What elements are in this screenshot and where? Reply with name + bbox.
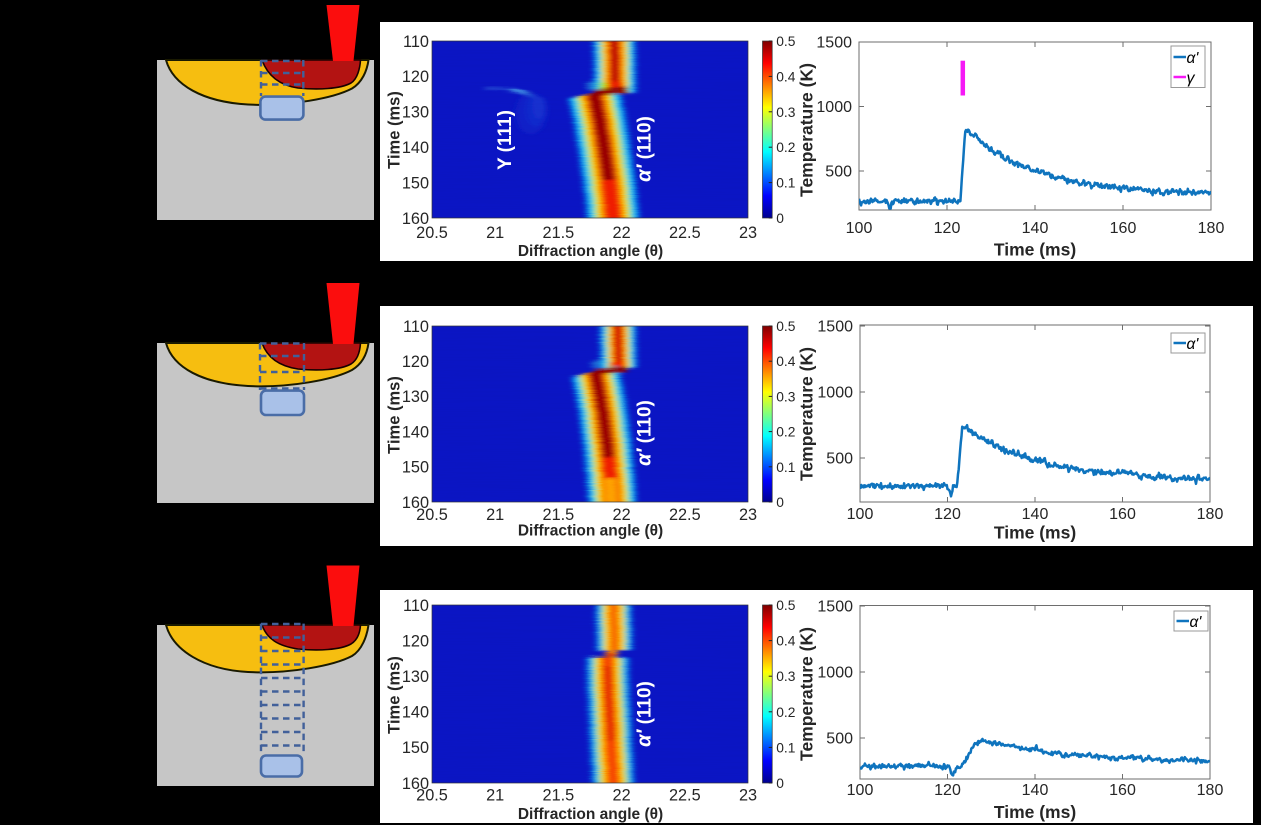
svg-text:0.4: 0.4 [776, 634, 796, 649]
svg-text:140: 140 [402, 704, 429, 722]
svg-text:120: 120 [934, 506, 961, 523]
svg-text:0.2: 0.2 [776, 425, 795, 440]
svg-text:160: 160 [402, 775, 429, 793]
svg-text:1500: 1500 [817, 319, 853, 336]
svg-text:500: 500 [826, 731, 853, 748]
svg-text:160: 160 [402, 210, 429, 228]
svg-text:0.5: 0.5 [776, 34, 796, 49]
svg-text:0.1: 0.1 [776, 740, 795, 755]
svg-text:140: 140 [402, 423, 429, 441]
svg-text:0: 0 [776, 211, 784, 226]
svg-text:Temperature (K): Temperature (K) [797, 347, 817, 481]
svg-text:120: 120 [934, 220, 961, 237]
svg-text:0.3: 0.3 [776, 105, 796, 120]
svg-text:140: 140 [1022, 220, 1049, 237]
svg-text:Time (ms): Time (ms) [994, 523, 1076, 543]
svg-text:120: 120 [402, 68, 429, 86]
svg-text:Y (111): Y (111) [495, 110, 516, 170]
svg-text:180: 180 [1197, 782, 1224, 799]
svg-text:22.5: 22.5 [669, 787, 701, 805]
svg-text:150: 150 [402, 174, 429, 192]
svg-text:Time (ms): Time (ms) [386, 91, 404, 169]
svg-text:Time (ms): Time (ms) [386, 376, 404, 454]
svg-text:20.5: 20.5 [416, 787, 448, 805]
svg-text:0.5: 0.5 [776, 598, 796, 613]
svg-text:1000: 1000 [817, 665, 853, 682]
svg-text:α': α' [1190, 614, 1203, 631]
svg-text:21.5: 21.5 [543, 787, 575, 805]
svg-text:500: 500 [825, 164, 852, 181]
svg-text:α': α' [1187, 336, 1200, 353]
svg-text:500: 500 [826, 451, 853, 468]
svg-text:21.5: 21.5 [543, 224, 575, 242]
svg-text:100: 100 [847, 782, 874, 799]
svg-text:0.4: 0.4 [776, 354, 796, 369]
svg-text:160: 160 [1109, 506, 1136, 523]
svg-text:23: 23 [739, 787, 757, 805]
svg-text:Temperature (K): Temperature (K) [797, 63, 817, 197]
svg-text:150: 150 [402, 739, 429, 757]
svg-text:22: 22 [613, 506, 631, 524]
svg-text:130: 130 [402, 668, 429, 686]
svg-text:0: 0 [776, 776, 784, 791]
svg-text:Diffraction angle (θ): Diffraction angle (θ) [518, 806, 663, 823]
svg-text:23: 23 [739, 506, 757, 524]
svg-text:1500: 1500 [817, 599, 853, 616]
svg-text:100: 100 [847, 506, 874, 523]
svg-text:1500: 1500 [816, 35, 852, 52]
svg-text:Time (ms): Time (ms) [994, 240, 1076, 260]
svg-text:110: 110 [403, 318, 429, 336]
svg-text:Time (ms): Time (ms) [994, 802, 1076, 822]
svg-text:20.5: 20.5 [416, 506, 448, 524]
svg-text:0.4: 0.4 [776, 69, 796, 84]
svg-text:140: 140 [1022, 782, 1049, 799]
svg-text:23: 23 [739, 224, 757, 242]
svg-text:150: 150 [402, 459, 429, 477]
svg-text:0: 0 [776, 495, 784, 510]
svg-text:160: 160 [1110, 220, 1137, 237]
svg-text:0.2: 0.2 [776, 705, 795, 720]
svg-text:Time (ms): Time (ms) [386, 656, 404, 734]
svg-text:Temperature (K): Temperature (K) [797, 627, 817, 761]
svg-text:20.5: 20.5 [416, 224, 448, 242]
svg-text:180: 180 [1198, 220, 1225, 237]
svg-text:21.5: 21.5 [543, 506, 575, 524]
svg-text:120: 120 [402, 353, 429, 371]
svg-text:0.1: 0.1 [776, 176, 795, 191]
svg-text:100: 100 [846, 220, 873, 237]
svg-text:22: 22 [613, 787, 631, 805]
svg-text:22.5: 22.5 [669, 224, 701, 242]
svg-text:0.5: 0.5 [776, 319, 796, 334]
svg-text:γ: γ [1187, 70, 1196, 87]
svg-text:130: 130 [402, 104, 429, 122]
svg-text:120: 120 [934, 782, 961, 799]
svg-text:22.5: 22.5 [669, 506, 701, 524]
svg-text:22: 22 [613, 224, 631, 242]
svg-text:0.3: 0.3 [776, 669, 796, 684]
svg-text:21: 21 [486, 787, 504, 805]
svg-text:α′ (110): α′ (110) [634, 681, 656, 747]
svg-text:Diffraction angle (θ): Diffraction angle (θ) [518, 523, 663, 540]
svg-text:21: 21 [486, 224, 504, 242]
svg-text:110: 110 [403, 597, 429, 615]
svg-text:0.3: 0.3 [776, 389, 796, 404]
svg-text:α': α' [1187, 50, 1200, 67]
svg-text:140: 140 [402, 139, 429, 157]
svg-text:130: 130 [402, 388, 429, 406]
svg-text:1000: 1000 [816, 99, 852, 116]
svg-text:Diffraction angle (θ): Diffraction angle (θ) [518, 243, 663, 260]
svg-text:160: 160 [402, 494, 429, 512]
svg-text:α′ (110): α′ (110) [634, 400, 656, 466]
svg-text:120: 120 [402, 632, 429, 650]
svg-text:0.2: 0.2 [776, 140, 795, 155]
svg-text:1000: 1000 [817, 385, 853, 402]
svg-text:0.1: 0.1 [776, 460, 795, 475]
svg-text:α′ (110): α′ (110) [634, 116, 656, 182]
svg-text:180: 180 [1197, 506, 1224, 523]
svg-text:160: 160 [1109, 782, 1136, 799]
svg-text:140: 140 [1022, 506, 1049, 523]
svg-text:110: 110 [403, 33, 429, 51]
svg-text:21: 21 [486, 506, 504, 524]
